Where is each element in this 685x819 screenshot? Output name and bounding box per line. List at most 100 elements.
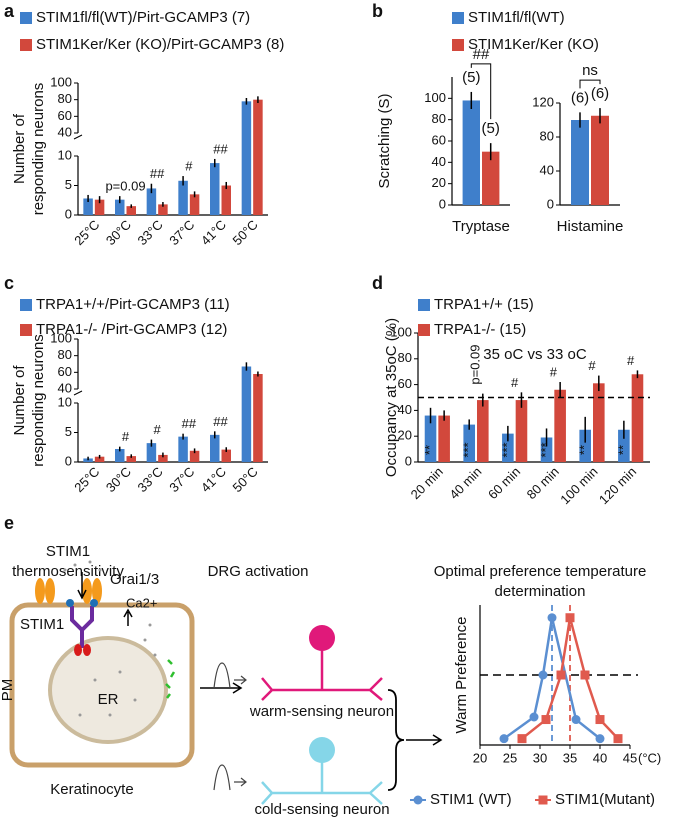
label: PM (0, 679, 16, 702)
bar-label: ** (422, 445, 437, 455)
bar-label: *** (538, 442, 553, 457)
y-axis-label: Occupancy at 35oC (%) (383, 318, 400, 477)
cell-membrane (9, 602, 195, 768)
marker (571, 715, 581, 725)
y-tick-label: 20 (432, 175, 446, 190)
legend-swatch (20, 12, 32, 24)
legend-label: TRPA1-/- /Pirt-GCAMP3 (12) (36, 321, 227, 338)
label: ER (98, 691, 119, 708)
legend-label: STIM1 (WT) (430, 791, 512, 808)
axis-break (73, 390, 83, 396)
bar-label: *** (499, 442, 514, 457)
bar (83, 198, 93, 215)
panel-label: c (4, 273, 14, 293)
x-tick-label: 30°C (103, 217, 134, 248)
arrow (406, 734, 443, 746)
panel-label: b (372, 1, 383, 21)
x-tick-label: 100 min (557, 464, 600, 507)
legend-marker (538, 795, 548, 805)
x-tick-label: 50°C (230, 217, 261, 248)
chart-title: determination (495, 583, 586, 600)
x-tick-label: 41°C (198, 217, 229, 248)
y-tick-label: 20 (398, 428, 412, 443)
legend-swatch (418, 299, 430, 311)
annotation: # (588, 358, 596, 373)
annotation: # (511, 375, 519, 390)
x-tick-label: 50°C (230, 464, 261, 495)
y-tick-label: 100 (50, 330, 72, 345)
warm-neuron (261, 650, 383, 701)
bar-label: ** (615, 445, 630, 455)
bar (241, 101, 252, 215)
bar (482, 151, 500, 205)
bar (158, 454, 168, 462)
y-tick-label: 60 (58, 108, 72, 123)
legend-marker (413, 795, 423, 805)
y-axis-label: responding neurons (30, 83, 47, 216)
y-axis-label: Number of (11, 113, 28, 184)
bar (463, 424, 475, 462)
y-tick-label: 0 (65, 206, 72, 221)
bar (189, 194, 200, 215)
annotation: # (154, 422, 162, 437)
y-axis-label: Scratching (S) (376, 93, 393, 188)
y-tick-label: 80 (58, 91, 72, 106)
stim1-protein (70, 606, 94, 648)
orai-channel (82, 578, 92, 604)
y-tick-label: 40 (58, 380, 72, 395)
stimulus (213, 662, 247, 689)
bar (94, 199, 105, 215)
annotation: # (122, 429, 130, 444)
bar (462, 100, 480, 205)
y-tick-label: 10 (58, 147, 72, 162)
stim1-domain (83, 644, 91, 656)
legend-swatch (20, 299, 32, 311)
bar (579, 429, 591, 462)
marker (547, 613, 557, 623)
y-axis-label: responding neurons (30, 334, 47, 467)
y-tick-label: 60 (398, 376, 412, 391)
panel-label: e (4, 513, 14, 533)
subtitle: 35 oC vs 33 oC (483, 346, 587, 363)
bar (438, 415, 450, 462)
bar (591, 115, 609, 205)
ca-signal (165, 659, 176, 699)
x-tick-label: 20 (473, 750, 487, 765)
label: cold-sensing neuron (254, 801, 389, 818)
y-tick-label: 0 (439, 196, 446, 211)
significance-label: ## (473, 46, 490, 63)
legend-swatch (418, 324, 430, 336)
y-tick-label: 0 (547, 196, 554, 211)
bar-label: (5) (482, 120, 500, 137)
label: Orai1/3 (110, 571, 159, 588)
marker (529, 712, 539, 722)
x-tick-label: 37°C (166, 464, 197, 495)
bar (424, 415, 437, 462)
bar (221, 449, 231, 462)
bar (210, 434, 220, 462)
bar (189, 450, 200, 462)
bar (115, 449, 125, 462)
x-tick-label: 30 (533, 750, 547, 765)
annotation: # (550, 364, 558, 379)
x-axis-label: Tryptase (452, 218, 510, 235)
bar (253, 99, 263, 215)
arrow (123, 608, 133, 626)
x-tick-label: 35 (563, 750, 577, 765)
marker (595, 715, 605, 725)
significance-bracket (579, 79, 601, 89)
x-tick-label: 120 min (596, 464, 639, 507)
label: warm-sensing neuron (249, 703, 394, 720)
bar-label: *** (461, 442, 476, 457)
orai-channel (45, 578, 55, 604)
bar (94, 456, 105, 462)
axis-break (73, 134, 83, 140)
bar (178, 180, 188, 215)
legend-swatch (20, 39, 32, 51)
bar (540, 437, 553, 462)
marker (613, 734, 623, 744)
marker (517, 734, 527, 744)
diagram-title: DRG activation (208, 563, 309, 580)
y-tick-label: 120 (532, 94, 554, 109)
